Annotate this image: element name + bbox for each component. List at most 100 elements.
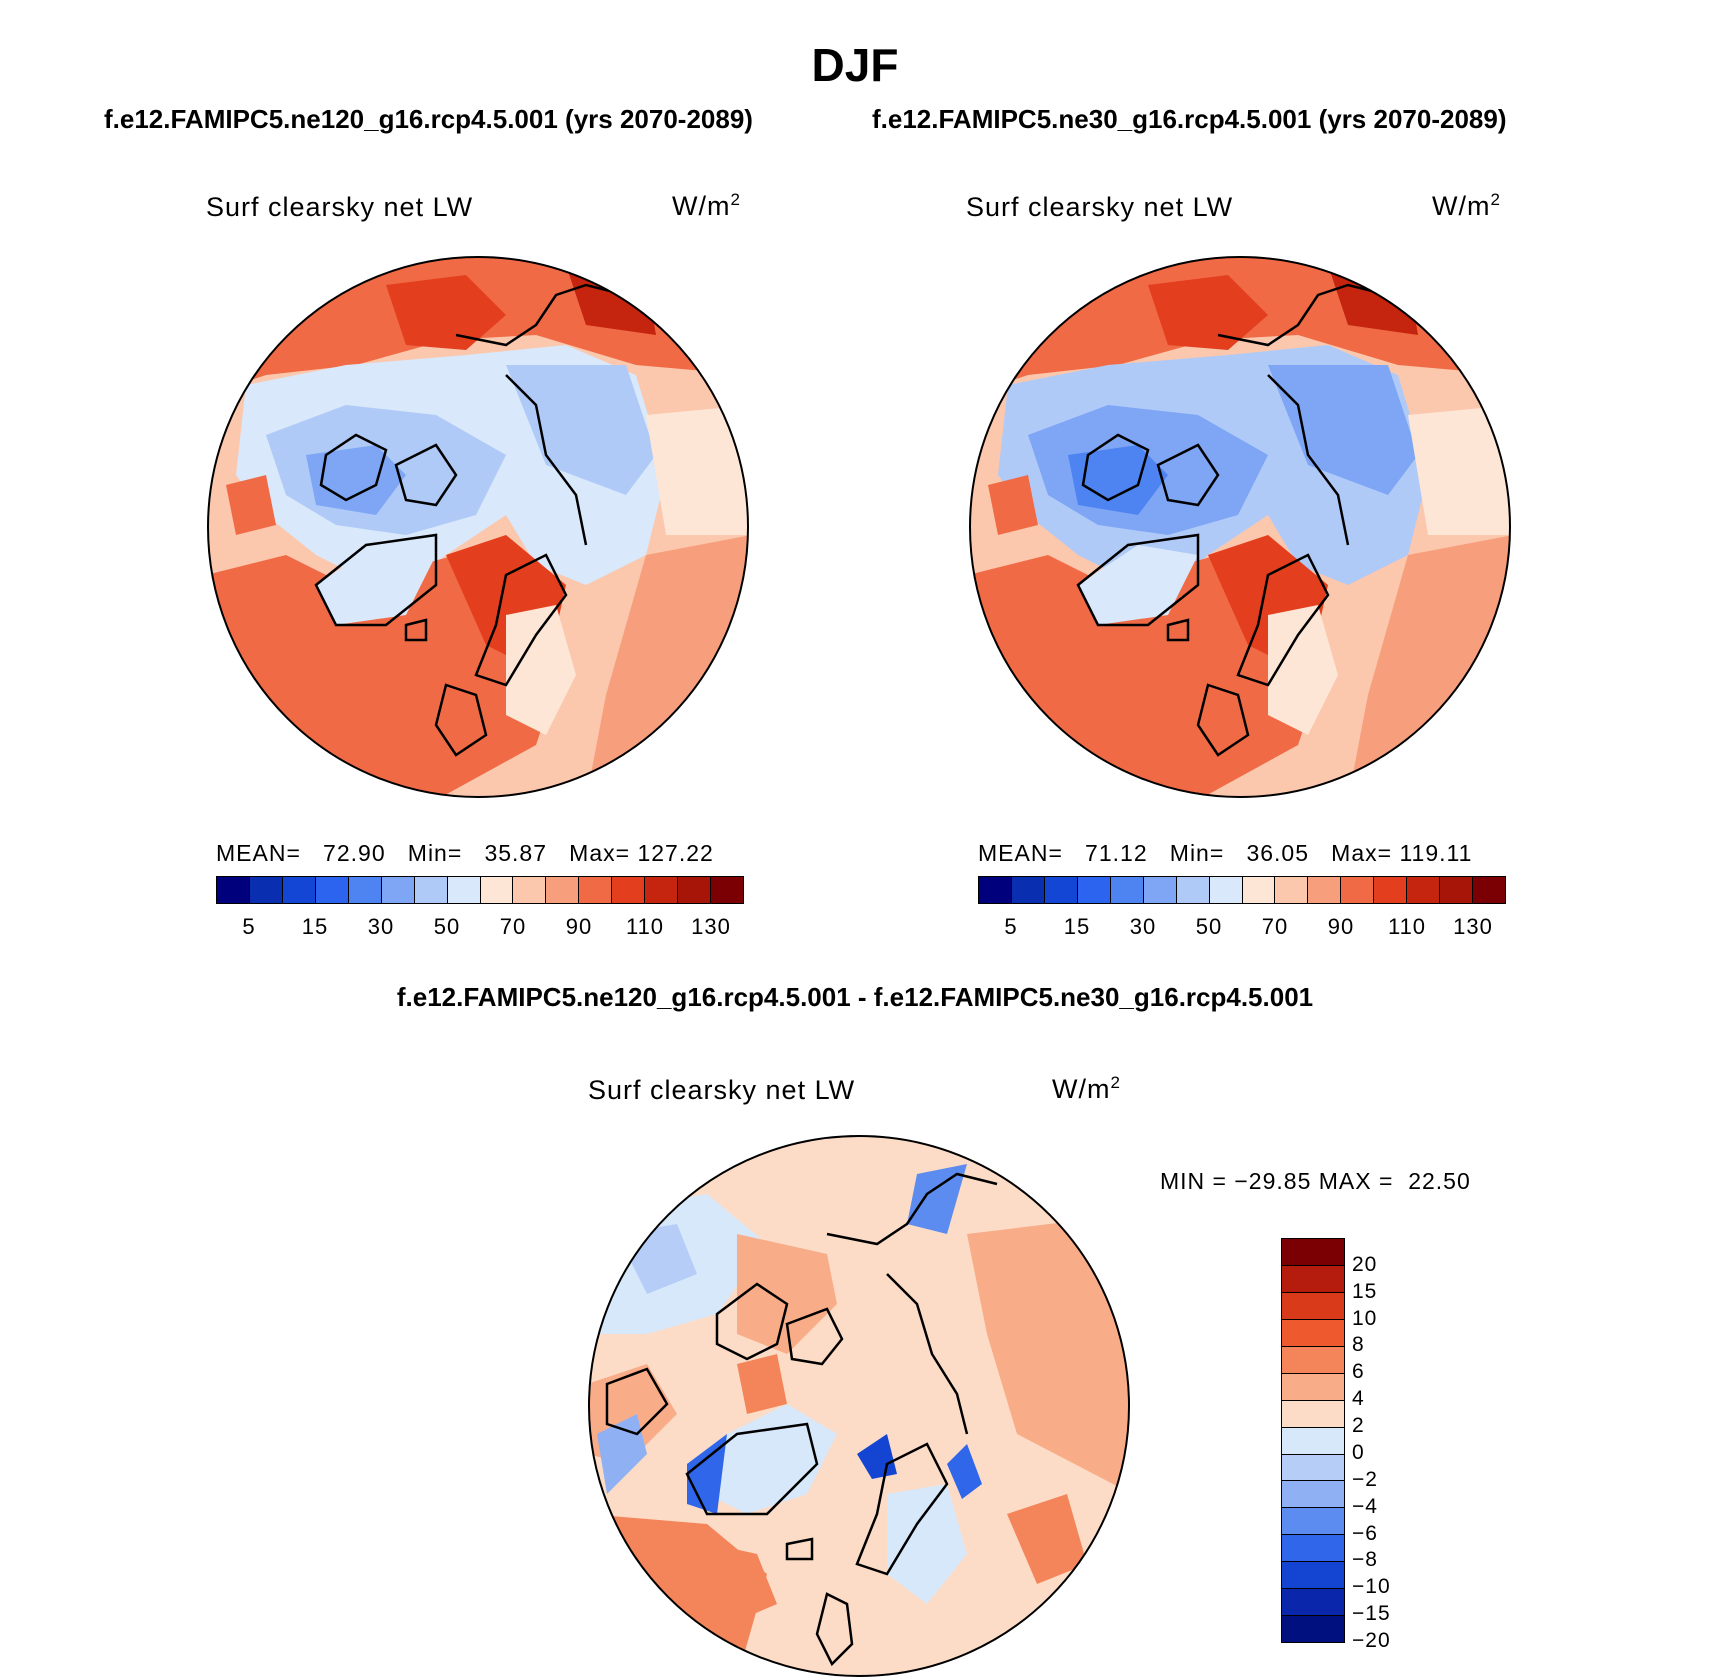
colorbar-swatch — [579, 877, 613, 903]
panel-1-colorbar — [216, 876, 744, 904]
panel-2-case-title: f.e12.FAMIPC5.ne30_g16.rcp4.5.001 (yrs 2… — [872, 104, 1507, 134]
colorbar-swatch — [315, 877, 349, 903]
colorbar-swatch — [645, 877, 679, 903]
colorbar-swatch — [1473, 877, 1505, 903]
colorbar-swatch — [1282, 1454, 1344, 1482]
colorbar-swatch — [217, 877, 250, 903]
colorbar-swatch — [348, 877, 382, 903]
colorbar-swatch — [1282, 1508, 1344, 1536]
colorbar-swatch — [1282, 1239, 1344, 1266]
colorbar-tick-label: 130 — [691, 914, 731, 939]
colorbar-tick-label: 30 — [1129, 914, 1157, 939]
colorbar-tick-label: 90 — [565, 914, 593, 939]
colorbar-swatch — [1242, 877, 1276, 903]
figure-title: DJF — [811, 39, 899, 91]
panel-1-polar-map — [207, 256, 749, 798]
panel-2-variable-label: Surf clearsky net LW — [966, 192, 1234, 222]
colorbar-tick-label: 110 — [625, 914, 665, 939]
colorbar-tick-label: 110 — [1387, 914, 1427, 939]
colorbar-swatch — [1282, 1427, 1344, 1455]
colorbar-swatch — [1282, 1481, 1344, 1509]
colorbar-tick-label: 5 — [1004, 914, 1018, 939]
difference-polar-map — [588, 1135, 1130, 1677]
colorbar-swatch — [678, 877, 712, 903]
colorbar-tick-label: 50 — [1195, 914, 1223, 939]
colorbar-tick-label: 70 — [499, 914, 527, 939]
colorbar-tick-label: 5 — [242, 914, 256, 939]
colorbar-swatch — [1011, 877, 1045, 903]
colorbar-swatch — [1282, 1562, 1344, 1590]
panel-1-colorbar-ticks: 5 15 30 50 70 90 110 130 — [216, 914, 744, 944]
colorbar-swatch — [1282, 1292, 1344, 1320]
colorbar-swatch — [1282, 1373, 1344, 1401]
colorbar-swatch — [612, 877, 646, 903]
colorbar-swatch — [1176, 877, 1210, 903]
colorbar-swatch — [414, 877, 448, 903]
panel-1-stats: MEAN= 72.90 Min= 35.87 Max= 127.22 — [216, 840, 714, 866]
colorbar-swatch — [1110, 877, 1144, 903]
colorbar-tick-label: 20 — [1352, 1252, 1378, 1276]
colorbar-swatch — [711, 877, 743, 903]
colorbar-swatch — [1374, 877, 1408, 903]
panel-2-units-label: W/m2 — [1432, 190, 1501, 221]
colorbar-tick-label: −20 — [1352, 1629, 1391, 1652]
difference-colorbar — [1281, 1238, 1345, 1643]
colorbar-tick-label: 0 — [1352, 1440, 1365, 1464]
panel-1-case-title: f.e12.FAMIPC5.ne120_g16.rcp4.5.001 (yrs … — [104, 104, 753, 134]
colorbar-swatch — [381, 877, 415, 903]
colorbar-tick-label: 15 — [301, 914, 329, 939]
colorbar-swatch — [1282, 1319, 1344, 1347]
colorbar-swatch — [1282, 1400, 1344, 1428]
colorbar-tick-label: 10 — [1352, 1306, 1378, 1330]
colorbar-tick-label: 70 — [1261, 914, 1289, 939]
colorbar-swatch — [546, 877, 580, 903]
colorbar-swatch — [1077, 877, 1111, 903]
colorbar-tick-label: 130 — [1453, 914, 1493, 939]
colorbar-tick-label: −2 — [1352, 1467, 1378, 1491]
colorbar-tick-label: 4 — [1352, 1387, 1365, 1411]
colorbar-tick-label: 30 — [367, 914, 395, 939]
colorbar-swatch — [1044, 877, 1078, 903]
colorbar-tick-label: 8 — [1352, 1333, 1365, 1357]
colorbar-tick-label: 15 — [1352, 1279, 1378, 1303]
colorbar-tick-label: 90 — [1327, 914, 1355, 939]
panel-1-variable-label: Surf clearsky net LW — [206, 192, 474, 222]
colorbar-tick-label: −4 — [1352, 1494, 1378, 1518]
colorbar-swatch — [1209, 877, 1243, 903]
colorbar-swatch — [513, 877, 547, 903]
panel-2-colorbar — [978, 876, 1506, 904]
colorbar-swatch — [282, 877, 316, 903]
colorbar-tick-label: −8 — [1352, 1548, 1378, 1572]
colorbar-swatch — [1341, 877, 1375, 903]
colorbar-swatch — [1407, 877, 1441, 903]
colorbar-tick-label: −10 — [1352, 1575, 1391, 1599]
difference-units-label: W/m2 — [1052, 1073, 1121, 1104]
difference-stats: MIN = −29.85 MAX = 22.50 — [1160, 1168, 1471, 1194]
colorbar-swatch — [249, 877, 283, 903]
panel-2-stats: MEAN= 71.12 Min= 36.05 Max= 119.11 — [978, 840, 1473, 866]
panel-2-colorbar-ticks: 5 15 30 50 70 90 110 130 — [978, 914, 1506, 944]
colorbar-swatch — [1275, 877, 1309, 903]
colorbar-tick-label: −15 — [1352, 1602, 1391, 1626]
colorbar-tick-label: 15 — [1063, 914, 1091, 939]
colorbar-swatch — [1282, 1535, 1344, 1563]
colorbar-swatch — [1440, 877, 1474, 903]
difference-title: f.e12.FAMIPC5.ne120_g16.rcp4.5.001 - f.e… — [396, 982, 1314, 1012]
difference-colorbar-ticks: 20 15 10 8 6 4 2 0 −2 −4 −6 −8 −10 −15 −20 — [1352, 1238, 1432, 1652]
colorbar-swatch — [1143, 877, 1177, 903]
colorbar-swatch — [1282, 1265, 1344, 1293]
panel-1-units-label: W/m2 — [672, 190, 741, 221]
colorbar-swatch — [1282, 1346, 1344, 1374]
difference-variable-label: Surf clearsky net LW — [588, 1075, 856, 1105]
colorbar-swatch — [1308, 877, 1342, 903]
colorbar-swatch — [447, 877, 481, 903]
colorbar-tick-label: 50 — [433, 914, 461, 939]
colorbar-tick-label: 2 — [1352, 1414, 1365, 1438]
colorbar-swatch — [979, 877, 1012, 903]
panel-2-polar-map — [969, 256, 1511, 798]
colorbar-tick-label: 6 — [1352, 1360, 1365, 1384]
colorbar-tick-label: −6 — [1352, 1521, 1378, 1545]
colorbar-swatch — [1282, 1589, 1344, 1617]
colorbar-swatch — [480, 877, 514, 903]
colorbar-swatch — [1282, 1616, 1344, 1643]
